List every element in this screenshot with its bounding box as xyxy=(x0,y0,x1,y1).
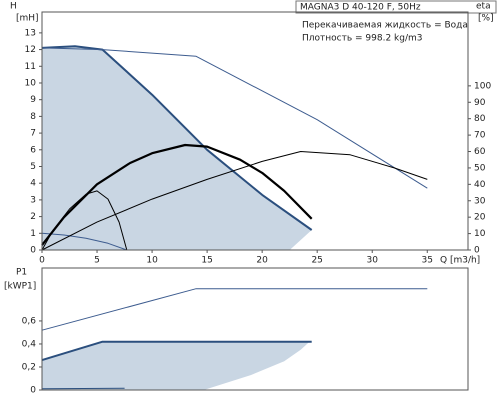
y2-tick-label: 80 xyxy=(474,114,486,124)
x-tick-label: 35 xyxy=(422,256,433,266)
info-text: Плотность = 998.2 kg/m3 xyxy=(302,34,423,44)
y2-tick-label: 0 xyxy=(474,246,480,256)
y-tick-label: 0,2 xyxy=(22,362,36,372)
y-tick-label: 2 xyxy=(30,212,36,222)
y-tick-label: 7 xyxy=(30,129,36,139)
x-axis-label: Q [m3/h] xyxy=(440,256,480,266)
y-tick-label: 0 xyxy=(30,386,36,396)
y-tick-label: 0 xyxy=(30,246,36,256)
area xyxy=(42,341,310,390)
curve xyxy=(41,232,127,251)
y-tick-label: 12 xyxy=(25,45,36,55)
chart-title: MAGNA3 D 40-120 F, 50Hz xyxy=(300,3,421,13)
x-tick-label: 15 xyxy=(201,256,212,266)
y-tick-label: 8 xyxy=(30,112,36,122)
info-text: Перекачиваемая жидкость = Вода xyxy=(302,21,468,31)
y-axis-unit: [mH] xyxy=(16,14,39,24)
plot-frame xyxy=(41,11,469,251)
curve xyxy=(41,288,428,331)
y-axis-unit: [kWP1] xyxy=(4,282,36,292)
y-axis-label: P1 xyxy=(16,268,27,278)
x-tick-label: 25 xyxy=(311,256,322,266)
x-tick-label: 5 xyxy=(94,256,100,266)
x-tick-label: 10 xyxy=(146,256,158,266)
y-axis-label: H xyxy=(10,2,17,12)
y2-tick-label: 90 xyxy=(474,98,486,108)
y-tick-label: 6 xyxy=(30,145,36,155)
x-tick-label: 0 xyxy=(39,256,45,266)
curve xyxy=(41,190,128,251)
y-tick-label: 4 xyxy=(30,179,36,189)
curve xyxy=(41,387,125,390)
y-tick-label: 5 xyxy=(30,162,36,172)
plot-frame xyxy=(41,267,469,391)
x-tick-label: 30 xyxy=(367,256,379,266)
y2-tick-label: 100 xyxy=(474,81,491,91)
y2-tick-label: 10 xyxy=(474,229,486,239)
curve xyxy=(41,45,313,231)
y2-tick-label: 50 xyxy=(474,163,486,173)
x-tick-label: 20 xyxy=(256,256,268,266)
y2-tick-label: 30 xyxy=(474,196,486,206)
y2-axis-unit: [%] xyxy=(478,14,494,24)
y-tick-label: 3 xyxy=(30,195,36,205)
y-tick-label: 0,6 xyxy=(22,316,37,326)
y-tick-label: 11 xyxy=(25,62,36,72)
y2-tick-label: 40 xyxy=(474,180,486,190)
y-tick-label: 10 xyxy=(25,78,37,88)
curve xyxy=(41,143,313,246)
y2-tick-label: 70 xyxy=(474,131,486,141)
title-box xyxy=(295,0,497,14)
y-tick-label: 0,4 xyxy=(22,339,37,349)
y-tick-label: 9 xyxy=(30,95,36,105)
curve xyxy=(41,340,312,362)
curve xyxy=(41,47,428,189)
y2-tick-label: 20 xyxy=(474,213,486,223)
y-tick-label: 13 xyxy=(25,28,36,38)
y2-axis-label: eta xyxy=(476,2,491,12)
y-tick-label: 1 xyxy=(30,229,36,239)
y2-tick-label: 60 xyxy=(474,147,486,157)
